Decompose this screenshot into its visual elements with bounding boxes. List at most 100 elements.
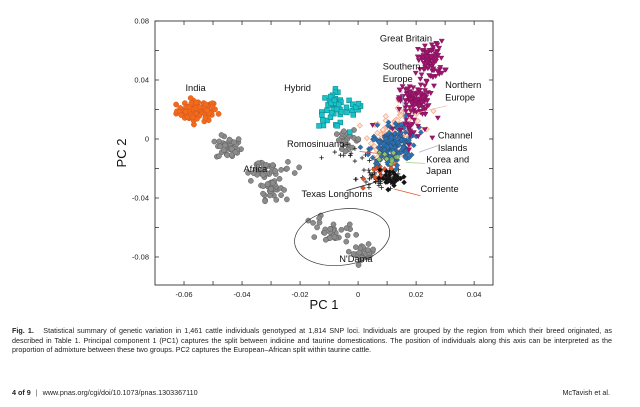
data-point	[328, 100, 334, 107]
data-point	[347, 129, 353, 135]
data-point	[401, 179, 407, 186]
data-point	[430, 61, 437, 67]
data-point	[417, 76, 424, 82]
data-point	[355, 100, 362, 107]
data-point	[319, 155, 324, 160]
data-point	[406, 105, 413, 111]
series-black-admixed	[376, 166, 407, 193]
data-point	[196, 104, 203, 110]
data-point	[263, 162, 269, 168]
data-point	[427, 91, 434, 97]
data-point	[376, 150, 383, 156]
series-northern-europe	[369, 38, 449, 153]
data-point	[231, 139, 237, 146]
group-label: Southern	[383, 62, 421, 72]
data-point	[314, 224, 320, 231]
footer-separator: |	[35, 388, 38, 397]
group-label: Islands	[438, 143, 468, 153]
data-point	[360, 175, 367, 182]
pca-scatter-chart: -0.06 -0.04 -0.02 0 0.02 0.04 0.080.040-0.04-…	[114, 17, 494, 312]
data-point	[350, 251, 357, 257]
series-hybrid	[316, 86, 364, 135]
data-point	[402, 154, 409, 161]
data-point	[367, 170, 372, 175]
data-point	[356, 122, 363, 129]
doi-link[interactable]: www.pnas.org/cgi/doi/10.1073/pnas.130336…	[42, 388, 198, 397]
data-point	[357, 144, 364, 151]
data-point	[226, 136, 233, 143]
data-point	[370, 166, 377, 173]
data-point	[352, 146, 358, 151]
data-point	[340, 128, 347, 135]
data-point	[269, 180, 276, 186]
data-point	[389, 158, 395, 164]
data-point	[415, 134, 422, 140]
data-point	[369, 122, 376, 128]
data-point	[414, 117, 421, 125]
data-point	[381, 151, 388, 158]
data-point	[388, 179, 395, 185]
data-point	[348, 153, 353, 158]
data-point	[178, 112, 185, 118]
data-point	[407, 97, 414, 103]
data-point	[358, 254, 365, 261]
data-point	[291, 170, 298, 176]
group-label: Korea and	[426, 154, 469, 164]
data-point	[361, 167, 367, 173]
page-footer-left: 4 of 9 | www.pnas.org/cgi/doi/10.1073/pnas…	[12, 388, 198, 397]
data-point	[397, 128, 404, 134]
annotation-leader-line	[346, 181, 378, 191]
data-point	[413, 109, 420, 115]
group-label: Great Britain	[380, 34, 432, 44]
y-axis-title: PC 2	[114, 139, 129, 168]
data-point	[418, 129, 424, 136]
data-point	[363, 179, 369, 185]
data-point	[343, 225, 350, 231]
data-point	[284, 165, 290, 172]
data-point	[382, 113, 389, 120]
data-point	[399, 84, 406, 90]
data-point	[368, 172, 373, 178]
y-tick-label: 0.04	[134, 75, 149, 84]
data-point	[391, 182, 397, 189]
data-point	[417, 82, 424, 88]
annotation-leader-line	[394, 188, 421, 197]
data-point	[416, 88, 423, 94]
data-point	[188, 100, 195, 107]
data-point	[383, 176, 390, 183]
data-point	[384, 144, 391, 150]
data-point	[394, 162, 401, 169]
data-point	[415, 123, 421, 129]
data-point	[406, 137, 412, 143]
data-point	[415, 47, 421, 53]
data-point	[218, 132, 225, 138]
plot-frame	[154, 20, 494, 286]
data-point	[248, 178, 254, 184]
data-point	[344, 232, 351, 239]
ndama-ellipse-layer	[294, 208, 391, 266]
data-point	[334, 123, 340, 129]
data-point	[370, 246, 376, 253]
data-point	[392, 120, 399, 127]
data-point	[409, 121, 416, 127]
data-point	[341, 143, 346, 149]
data-point	[276, 175, 283, 182]
data-point	[327, 93, 334, 100]
data-point	[388, 134, 395, 141]
data-point	[428, 48, 435, 54]
data-point	[433, 50, 440, 56]
data-point	[382, 172, 389, 179]
data-point	[415, 58, 422, 64]
data-point	[407, 128, 414, 134]
data-point	[402, 129, 409, 136]
data-point	[433, 58, 439, 64]
series-korea-and-japan	[376, 150, 401, 167]
x-tick-label: 0	[356, 290, 360, 299]
data-point	[328, 109, 335, 116]
data-point	[368, 145, 374, 152]
group-label: Japan	[426, 166, 451, 176]
data-point	[281, 187, 287, 193]
data-point	[418, 72, 425, 78]
group-label: Africa	[243, 164, 268, 174]
data-point	[423, 54, 430, 60]
